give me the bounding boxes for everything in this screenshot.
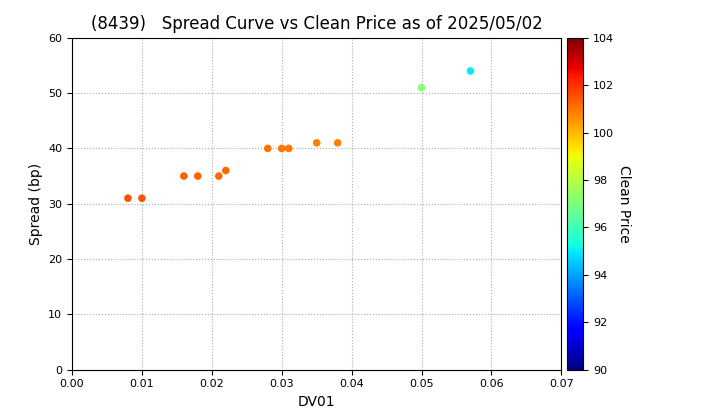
- Point: [311, 139, 323, 146]
- Point: [122, 195, 134, 202]
- Title: (8439)   Spread Curve vs Clean Price as of 2025/05/02: (8439) Spread Curve vs Clean Price as of…: [91, 16, 543, 34]
- Point: [213, 173, 225, 179]
- Point: [192, 173, 204, 179]
- Point: [332, 139, 343, 146]
- Point: [136, 195, 148, 202]
- Point: [178, 173, 189, 179]
- Point: [262, 145, 274, 152]
- Point: [283, 145, 294, 152]
- Point: [276, 145, 287, 152]
- X-axis label: DV01: DV01: [298, 395, 336, 409]
- Y-axis label: Clean Price: Clean Price: [616, 165, 631, 243]
- Point: [415, 84, 427, 91]
- Point: [220, 167, 232, 174]
- Y-axis label: Spread (bp): Spread (bp): [29, 163, 42, 245]
- Point: [464, 68, 476, 74]
